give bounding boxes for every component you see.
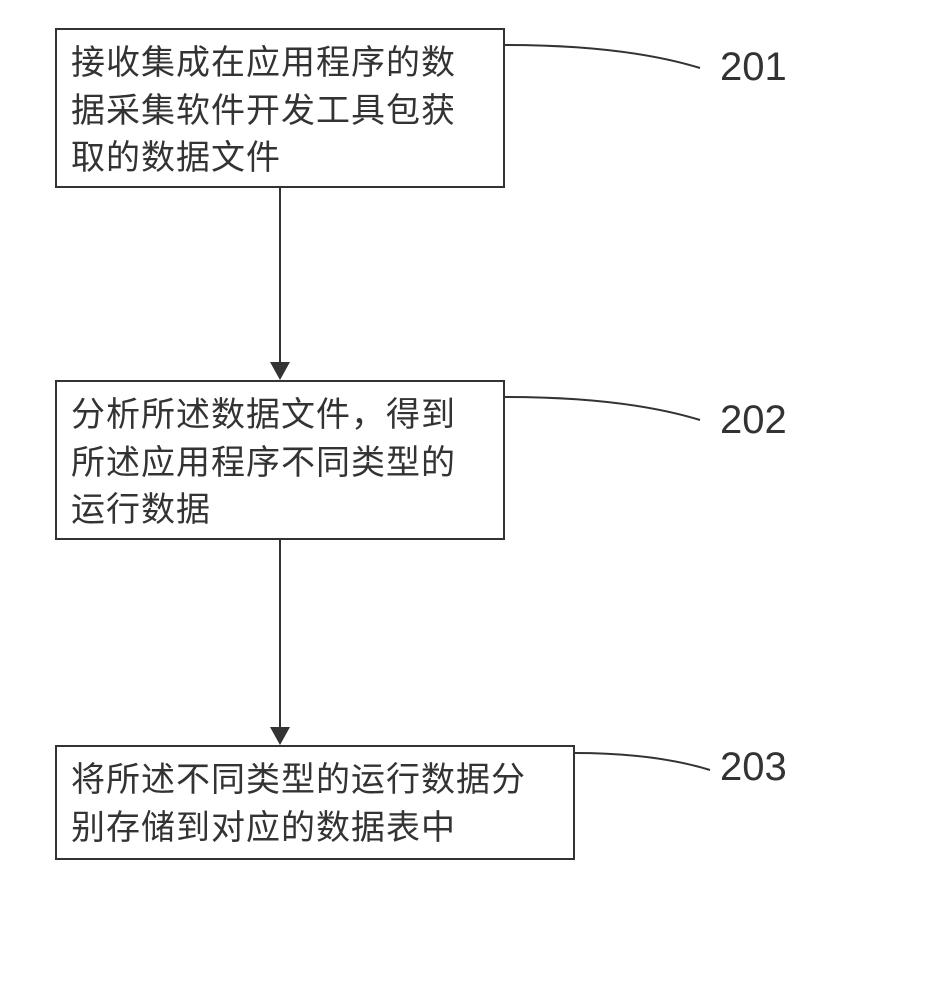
edge-2-3-arrow <box>270 727 290 745</box>
flowchart-node-1: 接收集成在应用程序的数据采集软件开发工具包获取的数据文件 <box>55 28 505 188</box>
node-1-text: 接收集成在应用程序的数据采集软件开发工具包获取的数据文件 <box>71 40 489 183</box>
edge-1-2-arrow <box>270 362 290 380</box>
edge-2-3 <box>279 540 281 727</box>
label-connector-3 <box>575 748 725 788</box>
node-2-label: 202 <box>720 398 787 443</box>
node-1-label: 201 <box>720 45 787 90</box>
flowchart-node-2: 分析所述数据文件，得到所述应用程序不同类型的运行数据 <box>55 380 505 540</box>
node-3-text: 将所述不同类型的运行数据分别存储到对应的数据表中 <box>71 757 559 852</box>
node-3-label: 203 <box>720 745 787 790</box>
label-connector-2 <box>505 392 715 442</box>
node-2-text: 分析所述数据文件，得到所述应用程序不同类型的运行数据 <box>71 392 489 535</box>
flowchart-node-3: 将所述不同类型的运行数据分别存储到对应的数据表中 <box>55 745 575 860</box>
edge-1-2 <box>279 188 281 362</box>
label-connector-1 <box>505 40 715 90</box>
